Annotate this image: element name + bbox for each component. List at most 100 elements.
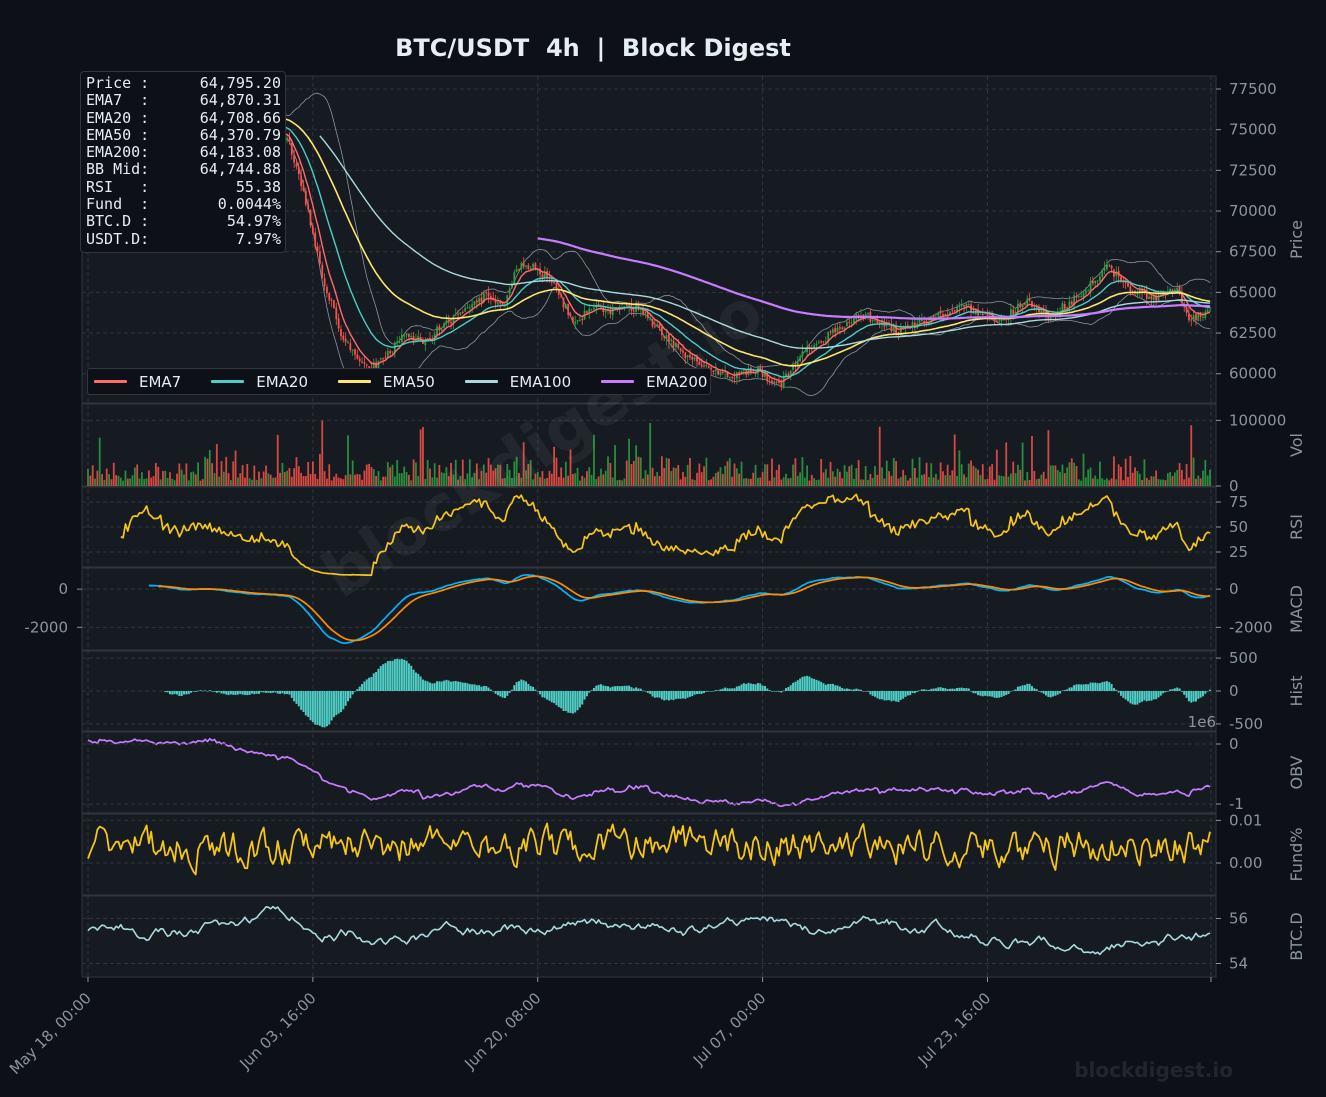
candle-body (841, 327, 844, 330)
volume-bar (1180, 469, 1183, 486)
hist-bar (1059, 691, 1062, 694)
volume-bar (389, 467, 392, 486)
candle-body (731, 376, 734, 378)
hist-bar (323, 691, 326, 728)
volume-bar (1138, 473, 1141, 486)
hist-bar (1187, 691, 1190, 702)
volume-bar (190, 472, 192, 486)
volume-bar (557, 476, 560, 486)
volume-bar (555, 457, 558, 486)
hist-bar (485, 686, 488, 691)
volume-bar (550, 473, 553, 486)
volume-bar (152, 475, 155, 486)
candle-body (440, 328, 443, 331)
hist-bar (848, 688, 851, 691)
hist-bar (761, 685, 764, 691)
candle-body (578, 319, 581, 321)
hist-bar (532, 686, 535, 691)
volume-bar (946, 464, 949, 486)
candle-body (1150, 296, 1153, 300)
candle-body (817, 341, 820, 343)
volume-bar (1110, 478, 1113, 486)
hist-bar (684, 691, 687, 699)
hist-bar (939, 687, 942, 691)
hist-bar (1035, 689, 1038, 691)
candle-body (1206, 309, 1209, 313)
candle-body (778, 381, 780, 384)
legend-swatch (338, 380, 372, 383)
candle-body (333, 300, 335, 309)
volume-bar (1038, 478, 1040, 486)
candle-body (1084, 290, 1087, 294)
info-value: 64,795.20 (199, 74, 281, 92)
volume-bar (501, 478, 504, 486)
volume-bar (295, 457, 298, 486)
hist-bar (1152, 691, 1155, 700)
candle-body (384, 357, 387, 359)
hist-bar (1204, 691, 1207, 694)
hist-bar (759, 683, 762, 691)
volume-bar (108, 474, 110, 486)
candle-body (574, 321, 577, 324)
candle-body (468, 307, 471, 309)
legend-label: EMA100 (509, 372, 572, 391)
hist-bar (927, 689, 930, 691)
hist-bar (1014, 689, 1017, 691)
hist-bar (953, 688, 956, 691)
volume-bar (1129, 456, 1132, 486)
hist-bar (1157, 691, 1160, 698)
rsi-line (120, 493, 1211, 577)
hist-bar (1009, 690, 1012, 692)
hist-bar (452, 681, 455, 691)
volume-bar (384, 476, 387, 486)
hist-bar (443, 680, 446, 691)
candle-body (646, 311, 649, 319)
hist-bar (756, 683, 759, 691)
hist-bar (602, 685, 605, 691)
volume-bar (892, 457, 895, 486)
volume-bar (846, 471, 848, 486)
candle-body (447, 320, 450, 323)
volume-bar (710, 479, 712, 486)
candle-body (546, 271, 549, 278)
candle-body (590, 309, 593, 311)
volume-bar (876, 474, 879, 486)
volume-bar (1195, 478, 1197, 486)
volume-bar (593, 434, 595, 486)
volume-bar (745, 478, 748, 486)
volume-bar (400, 473, 403, 486)
volume-bar (201, 479, 204, 486)
volume-bar (792, 464, 794, 486)
volume-bar (761, 471, 764, 486)
obv-tick-label: 0 (1229, 735, 1239, 753)
candle-body (963, 305, 965, 307)
candle-body (717, 370, 720, 375)
info-label: EMA20 : (86, 108, 150, 127)
candle-body (813, 345, 816, 348)
volume-bar (942, 471, 944, 486)
info-value: 64,183.08 (199, 143, 281, 162)
volume-bar (1122, 480, 1125, 486)
legend-item-ema20: EMA20 (211, 373, 308, 391)
volume-bar (197, 462, 199, 486)
volume-bar (155, 463, 157, 486)
hist-bar (719, 689, 722, 691)
hist-bar (515, 682, 518, 691)
hist-bar (421, 679, 424, 691)
volume-bar (126, 478, 129, 486)
funding-tick-label: 0.01 (1229, 811, 1262, 829)
candle-body (698, 362, 701, 365)
candle-body (1108, 265, 1111, 267)
volume-bar (689, 457, 691, 486)
volume-bar (944, 475, 947, 486)
volume-bar (433, 463, 436, 486)
volume-bar (330, 480, 333, 486)
hist-bar (998, 691, 1001, 698)
volume-bar (1028, 479, 1031, 486)
volume-bar (525, 470, 527, 486)
volume-bar (1033, 471, 1036, 486)
hist-bar (698, 691, 701, 694)
candle-body (677, 343, 680, 349)
legend-item-ema7: EMA7 (94, 373, 181, 391)
hist-bar (991, 691, 994, 697)
